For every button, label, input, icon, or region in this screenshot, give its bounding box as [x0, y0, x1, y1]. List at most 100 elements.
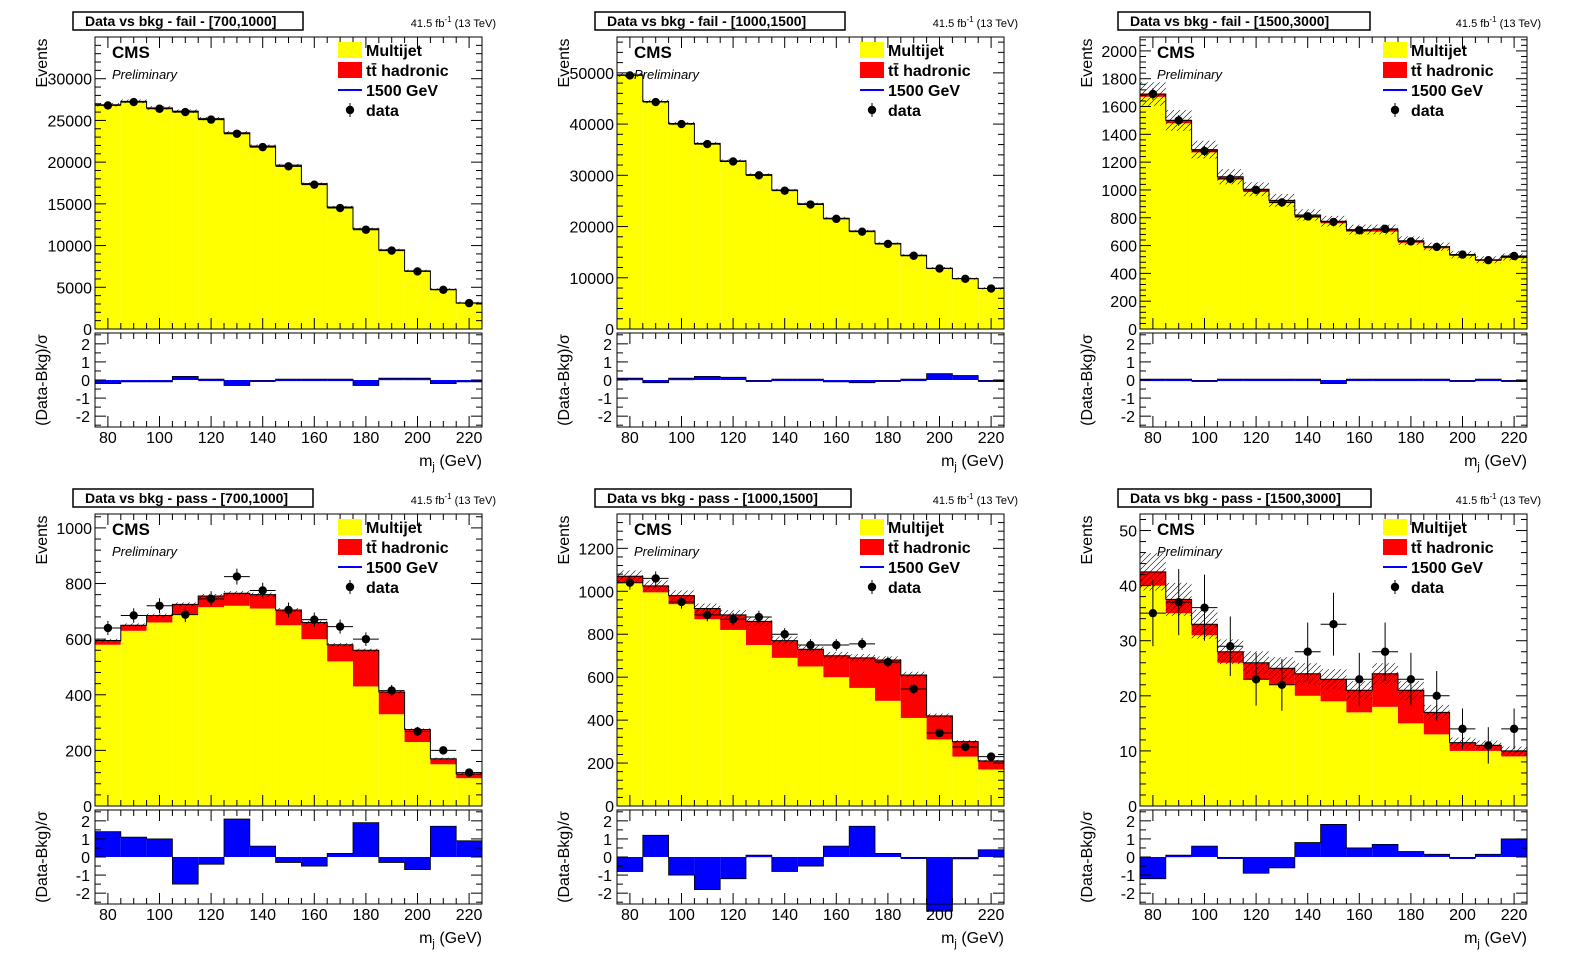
panel-title: Data vs bkg - pass - [1000,1500] — [607, 490, 818, 506]
multijet-bar — [249, 147, 276, 329]
data-point — [806, 640, 815, 650]
data-point — [1329, 217, 1338, 227]
ttbar-bar — [378, 691, 405, 715]
pull-bar — [249, 846, 276, 857]
pull-outline — [616, 825, 1005, 912]
pull-outline — [1139, 824, 1528, 880]
x-tick-label: 160 — [1346, 907, 1373, 924]
x-tick-label: 100 — [1191, 430, 1218, 447]
multijet-bar — [849, 687, 875, 806]
data-point — [206, 594, 216, 604]
multijet-bar — [797, 204, 824, 329]
y-tick-label: 1600 — [1101, 100, 1137, 117]
pull-bar — [172, 857, 199, 885]
data-point — [181, 107, 190, 117]
panel-title: Data vs bkg - pass - [1500,3000] — [1130, 490, 1341, 506]
lumi-sup: -1 — [1489, 492, 1497, 501]
pull-bar — [1320, 380, 1347, 384]
ttbar-bar — [900, 675, 927, 718]
data-point — [335, 622, 345, 631]
ttbar-bar — [146, 615, 173, 623]
lumi-sup: -1 — [1489, 15, 1497, 24]
data-point — [1174, 597, 1183, 607]
lumi-value: 41.5 fb — [933, 495, 967, 507]
data-point — [258, 586, 267, 595]
data-point — [413, 267, 422, 276]
x-tick-label: 180 — [875, 430, 902, 447]
x-tick-label: 160 — [823, 907, 850, 924]
pull-bar — [875, 853, 901, 857]
multijet-bar — [875, 700, 901, 806]
ratio-y-tick-label: 0 — [1126, 850, 1135, 867]
legend-data-label: data — [1411, 103, 1444, 120]
x-axis-unit: (GeV) — [1480, 453, 1527, 470]
preliminary-label: Preliminary — [1157, 67, 1224, 82]
pull-bar — [642, 835, 669, 857]
multijet-bar — [172, 614, 199, 806]
pull-bar — [1217, 379, 1244, 382]
pull-bar — [95, 831, 121, 857]
multijet-bar — [1423, 248, 1450, 329]
x-tick-label: 100 — [1191, 907, 1218, 924]
pull-bar — [746, 855, 772, 858]
x-tick-label: 160 — [1346, 430, 1373, 447]
pull-bar — [327, 379, 353, 382]
pull-bar — [849, 826, 875, 857]
data-point — [1277, 680, 1287, 689]
x-axis-sub: j — [953, 938, 956, 950]
y-tick-label: 40 — [1119, 579, 1137, 596]
legend-ttbar-swatch — [860, 539, 884, 555]
ratio-y-tick-label: 0 — [603, 373, 612, 390]
pull-bar — [642, 380, 669, 383]
data-point — [1303, 212, 1312, 221]
y-tick-label: 50000 — [570, 66, 615, 83]
x-axis-title: mj (GeV) — [941, 453, 1004, 473]
ttbar-bar — [301, 622, 328, 640]
data-point — [1148, 608, 1158, 618]
data-point — [181, 610, 190, 619]
multijet-bar — [694, 144, 721, 329]
multijet-bar — [95, 105, 121, 329]
data-point — [677, 597, 686, 607]
y-tick-label: 50 — [1119, 524, 1137, 541]
lumi-sup: -1 — [966, 492, 974, 501]
legend-data-label: data — [888, 103, 921, 120]
multijet-bar — [1320, 223, 1347, 329]
pull-bar — [301, 379, 328, 382]
multijet-bar — [378, 714, 405, 806]
x-tick-label: 220 — [1501, 907, 1528, 924]
data-point — [961, 742, 970, 752]
y-axis-title: Events — [34, 516, 51, 565]
lumi-energy: (13 TeV) — [1497, 18, 1541, 30]
y-tick-label: 400 — [65, 688, 92, 705]
ttbar-bar — [849, 657, 875, 688]
pull-bar — [771, 857, 798, 872]
multijet-bar — [120, 102, 147, 330]
data-point — [258, 142, 267, 152]
legend-data-label: data — [888, 580, 921, 597]
multijet-bar — [1243, 192, 1269, 329]
data-point — [439, 746, 448, 755]
pull-bar — [1346, 847, 1373, 857]
data-point — [780, 186, 789, 195]
cms-label: CMS — [112, 520, 150, 539]
data-point — [1458, 724, 1467, 734]
y-tick-label: 25000 — [48, 113, 93, 130]
data-point — [935, 728, 944, 738]
legend-multijet-label: Multijet — [1411, 520, 1468, 537]
data-point — [103, 101, 113, 110]
multijet-bar — [1269, 203, 1295, 329]
cms-label: CMS — [634, 43, 672, 62]
legend-signal-label: 1500 GeV — [888, 560, 960, 577]
data-point — [335, 203, 345, 213]
legend-multijet-swatch — [338, 42, 362, 58]
data-point — [625, 578, 635, 587]
y-axis-title: Events — [556, 516, 573, 565]
pull-bar — [224, 380, 250, 386]
x-tick-label: 120 — [1243, 907, 1270, 924]
ttbar-bar — [224, 593, 250, 606]
multijet-bar — [224, 605, 250, 806]
pull-bar — [1423, 854, 1450, 857]
x-tick-label: 200 — [1449, 907, 1476, 924]
